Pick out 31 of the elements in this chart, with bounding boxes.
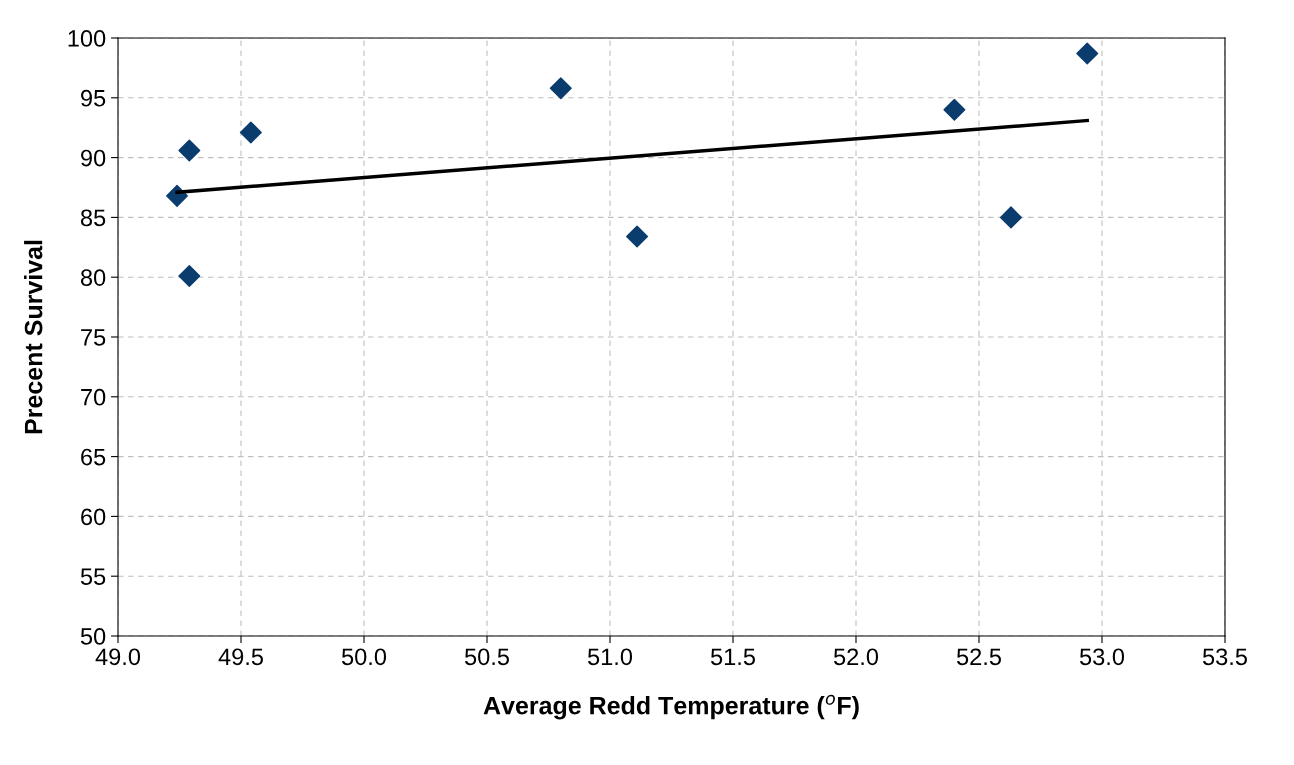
- y-tick-label: 75: [81, 329, 106, 346]
- x-tick-label: 53.0: [1079, 648, 1125, 666]
- y-tick-label: 70: [81, 388, 106, 406]
- point: [626, 225, 649, 248]
- x-tick-label: 50.5: [464, 648, 509, 666]
- y-tick-label: 100: [68, 30, 106, 47]
- x-tick-label: 50.0: [341, 648, 387, 666]
- x-tick-label: 52.5: [956, 648, 1001, 666]
- y-tick-label: 90: [81, 149, 106, 167]
- point: [999, 206, 1022, 229]
- x-tick-label: 51.0: [587, 648, 633, 666]
- x-tick-label: 49.5: [218, 648, 263, 666]
- y-tick-label: 55: [80, 568, 106, 585]
- x-tick-label: 52.0: [833, 648, 879, 666]
- point: [178, 265, 201, 287]
- x-tick-label: 53.5: [1202, 648, 1247, 666]
- point: [943, 98, 966, 121]
- y-axis-title: Precent Survival: [24, 240, 43, 434]
- x-tick-label: 51.5: [710, 648, 755, 666]
- x-axis-title: Average Redd Temperature ($^{o}$F): [483, 694, 859, 720]
- y-tick-label: 85: [80, 209, 106, 227]
- y-tick-label: 65: [81, 448, 106, 466]
- point: [1076, 42, 1099, 65]
- point: [239, 121, 262, 144]
- x-tick-label: 49.0: [95, 648, 141, 666]
- point: [178, 139, 201, 162]
- point: [549, 77, 572, 100]
- y-tick-label: 60: [81, 508, 106, 526]
- y-tick-label: 80: [80, 269, 106, 286]
- y-tick-label: 50: [80, 628, 106, 645]
- y-tick-label: 95: [81, 89, 106, 107]
